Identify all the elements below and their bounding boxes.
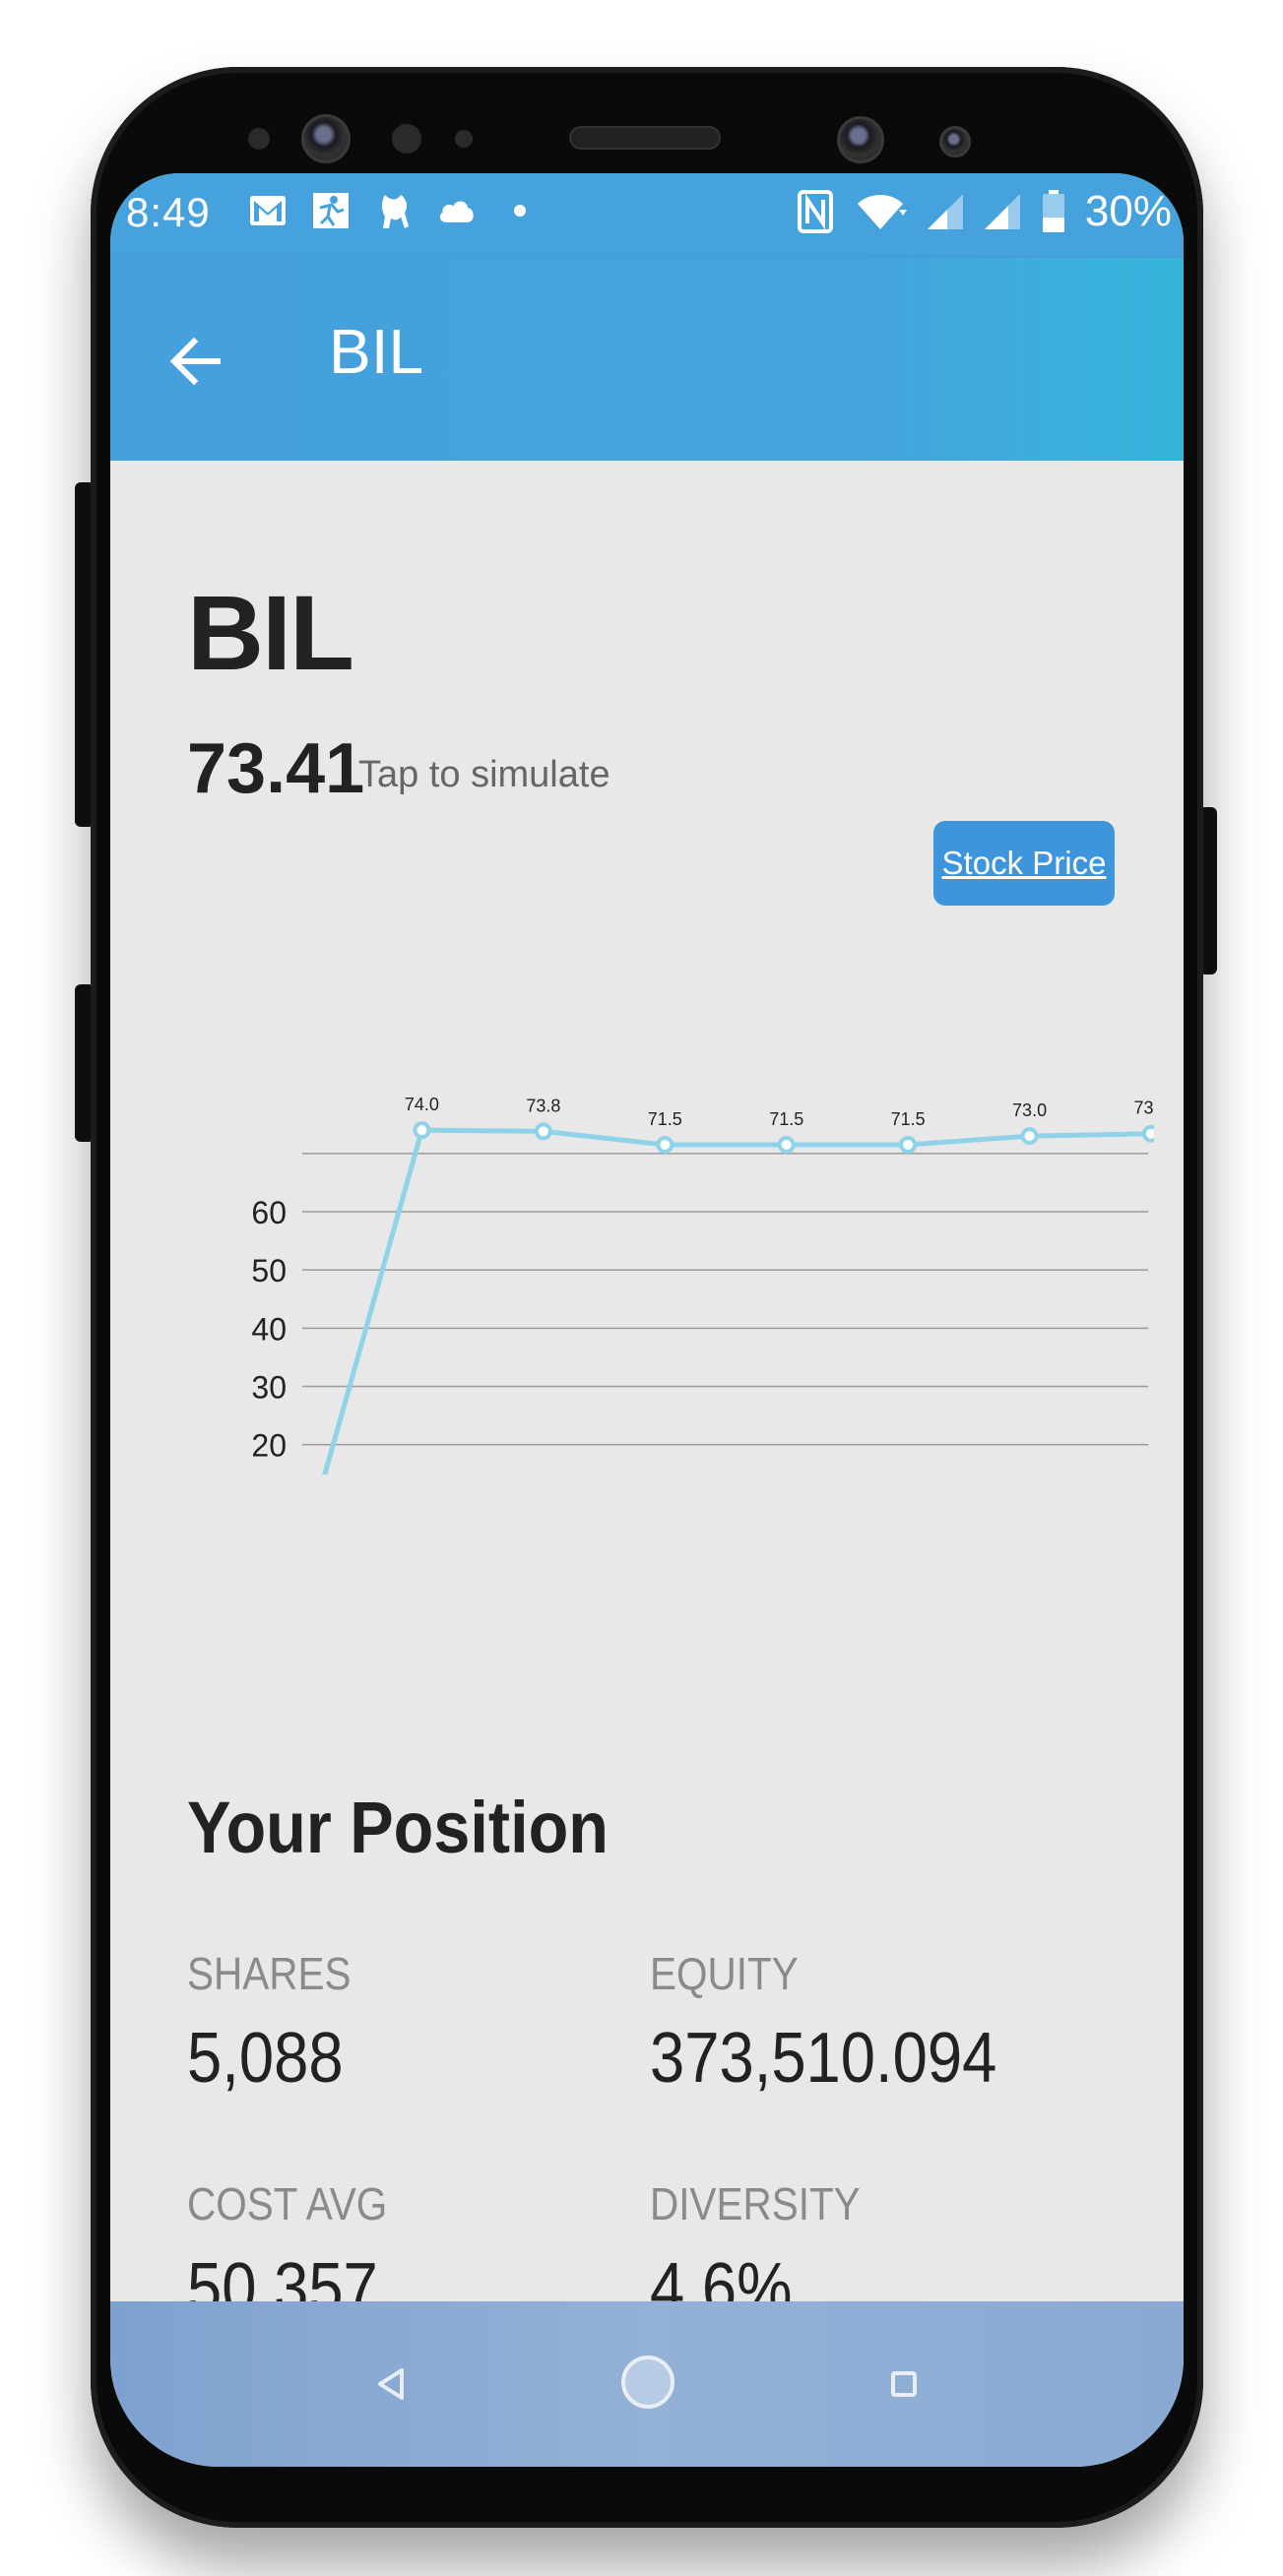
- sensor-dot: [248, 128, 270, 150]
- data-point: [777, 1135, 796, 1154]
- signal-icon: [983, 192, 1022, 231]
- stock-price[interactable]: 73.41: [187, 729, 365, 808]
- wifi-icon: [853, 192, 908, 231]
- back-nav-icon: [378, 2368, 404, 2400]
- data-point: [1020, 1127, 1039, 1146]
- screen: 8:49: [110, 173, 1184, 2467]
- data-label: 73.4: [1133, 1099, 1154, 1118]
- front-camera-icon: [837, 116, 884, 163]
- data-point: [413, 1121, 431, 1140]
- gmail-icon: [248, 191, 288, 230]
- shares-value: 5,088: [187, 2019, 344, 2098]
- nav-back-button[interactable]: [356, 2349, 427, 2419]
- data-label: 74.0: [405, 1095, 439, 1114]
- data-label: 71.5: [769, 1109, 803, 1129]
- mascot-icon: [374, 191, 414, 230]
- iris-camera-icon: [301, 114, 351, 163]
- cloud-icon: [437, 191, 477, 230]
- price-chart[interactable]: 0102030405060TueThuSatMon0.074.073.871.5…: [169, 923, 1154, 1475]
- data-point: [534, 1122, 552, 1141]
- power-button: [1199, 807, 1217, 974]
- diversity-label: DIVERSITY: [650, 2178, 861, 2230]
- nav-home-button[interactable]: [610, 2345, 685, 2419]
- y-tick-label: 60: [251, 1195, 287, 1230]
- recents-nav-icon: [891, 2371, 917, 2397]
- back-button[interactable]: [161, 327, 230, 396]
- y-tick-label: 30: [251, 1370, 287, 1406]
- data-label: 71.5: [891, 1109, 926, 1129]
- fitness-icon: [311, 191, 351, 230]
- y-tick-label: 50: [251, 1253, 287, 1288]
- stock-ticker: BIL: [187, 573, 354, 692]
- data-label: 73.8: [526, 1096, 560, 1115]
- sensor-dot: [392, 124, 421, 154]
- data-label: 71.5: [648, 1109, 682, 1129]
- data-point: [899, 1135, 918, 1154]
- volume-button: [75, 482, 95, 827]
- shares-label: SHARES: [187, 1948, 352, 1999]
- system-status-icons: 30%: [796, 187, 1172, 236]
- position-title: Your Position: [187, 1787, 609, 1868]
- earpiece-speaker: [569, 126, 721, 150]
- y-tick-label: 20: [251, 1428, 287, 1464]
- status-time: 8:49: [126, 189, 211, 235]
- notification-icons: [248, 191, 540, 230]
- battery-percentage: 30%: [1084, 187, 1172, 235]
- nav-recents-button[interactable]: [868, 2349, 939, 2419]
- equity-value: 373,510.094: [650, 2019, 997, 2098]
- navigation-bar: [110, 2301, 1184, 2467]
- battery-icon: [1040, 190, 1067, 232]
- price-line: [322, 1127, 1152, 1475]
- data-point: [1142, 1124, 1154, 1143]
- status-bar: 8:49: [110, 173, 1184, 258]
- cost-avg-label: COST AVG: [187, 2178, 388, 2230]
- dot-icon: [500, 191, 540, 230]
- simulate-hint[interactable]: Tap to simulate: [358, 754, 610, 795]
- stock-detail-content[interactable]: BIL 73.41 Tap to simulate Stock Price 01…: [110, 461, 1184, 2460]
- app-bar-title: BIL: [329, 316, 424, 387]
- home-nav-icon: [621, 2356, 674, 2409]
- signal-icon: [926, 192, 965, 231]
- nfc-icon: [796, 190, 835, 233]
- bixby-button: [75, 984, 95, 1142]
- data-point: [656, 1135, 674, 1154]
- app-bar: BIL: [110, 258, 1184, 461]
- data-label: 73.0: [1012, 1100, 1047, 1120]
- y-tick-label: 40: [251, 1311, 287, 1347]
- equity-label: EQUITY: [650, 1948, 799, 1999]
- arrow-back-icon: [169, 337, 221, 386]
- proximity-sensor-icon: [939, 126, 971, 157]
- stock-price-toggle-button[interactable]: Stock Price: [933, 821, 1115, 906]
- sensor-dot: [455, 130, 473, 148]
